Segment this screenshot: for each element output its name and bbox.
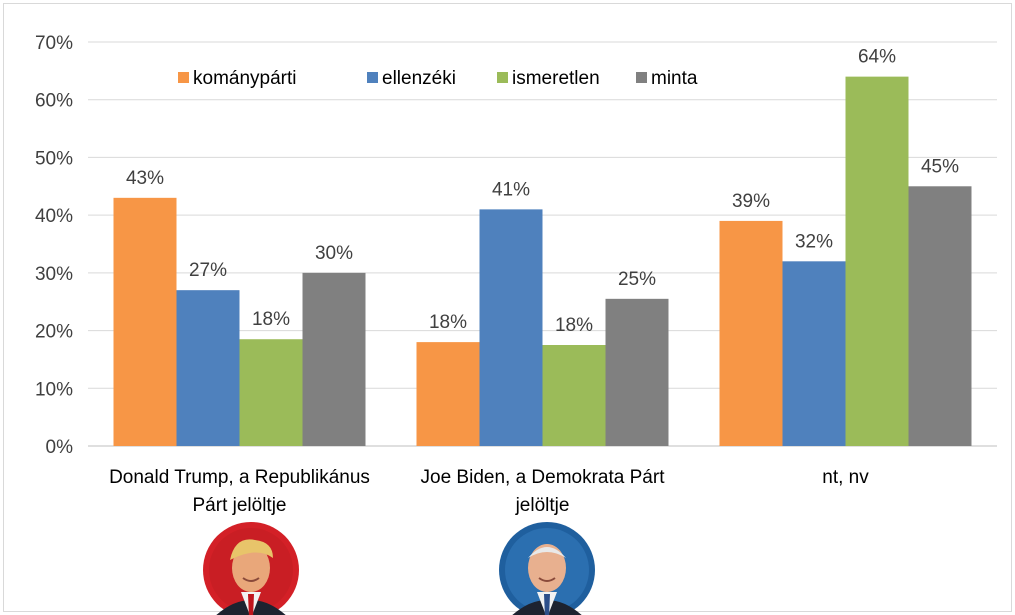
legend-swatch: [178, 72, 189, 83]
y-tick-label: 10%: [35, 379, 73, 400]
legend-label: ellenzéki: [382, 68, 456, 89]
bar-minta-1: [605, 298, 669, 446]
category-label: jelöltje: [515, 495, 570, 516]
bar-ellenzéki-1: [479, 209, 543, 446]
category-label: Joe Biden, a Demokrata Párt: [421, 467, 666, 488]
bar-kománypárti-2: [719, 220, 783, 446]
data-label: 18%: [429, 312, 467, 333]
legend-swatch: [636, 72, 647, 83]
bar-kománypárti-1: [416, 342, 480, 446]
data-label: 18%: [252, 309, 290, 330]
data-label: 32%: [795, 231, 833, 252]
y-tick-label: 50%: [35, 148, 73, 169]
data-label: 41%: [492, 179, 530, 200]
category-label: Donald Trump, a Republikánus: [109, 467, 370, 488]
category-label: nt, nv: [822, 467, 869, 488]
legend-label: kománypárti: [193, 68, 297, 89]
data-label: 18%: [555, 315, 593, 336]
bar-kománypárti-0: [113, 197, 177, 446]
data-label: 25%: [618, 269, 656, 290]
bar-ellenzéki-0: [176, 290, 240, 446]
legend-swatch: [367, 72, 378, 83]
legend-label: minta: [651, 68, 698, 89]
bar-minta-0: [302, 272, 366, 446]
y-tick-label: 20%: [35, 322, 73, 343]
bar-minta-2: [908, 186, 972, 447]
y-tick-label: 40%: [35, 206, 73, 227]
bar-ismeretlen-0: [239, 339, 303, 446]
data-label: 43%: [126, 168, 164, 189]
y-tick-label: 70%: [35, 33, 73, 54]
legend-label: ismeretlen: [512, 68, 600, 89]
y-tick-label: 60%: [35, 91, 73, 112]
bar-ismeretlen-2: [845, 76, 909, 446]
y-tick-label: 0%: [46, 437, 74, 458]
y-tick-label: 30%: [35, 264, 73, 285]
data-label: 39%: [732, 191, 770, 212]
data-label: 27%: [189, 260, 227, 281]
bar-ellenzéki-2: [782, 261, 846, 446]
data-label: 30%: [315, 243, 353, 264]
biden-portrait: [499, 522, 595, 615]
legend-swatch: [497, 72, 508, 83]
data-label: 64%: [858, 47, 896, 68]
category-label: Párt jelöltje: [193, 495, 287, 516]
trump-portrait: [203, 522, 299, 615]
data-label: 45%: [921, 156, 959, 177]
bar-ismeretlen-1: [542, 345, 606, 446]
